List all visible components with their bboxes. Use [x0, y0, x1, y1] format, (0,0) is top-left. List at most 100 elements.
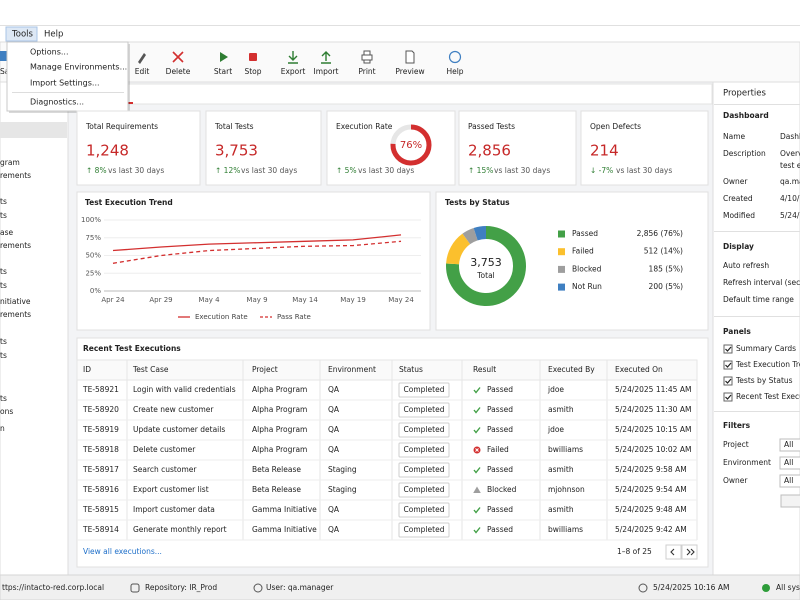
select-value: All	[784, 440, 793, 449]
cell: Beta Release	[252, 465, 301, 474]
legend-swatch	[558, 265, 565, 273]
property-label: Default time range	[723, 295, 794, 304]
status-badge	[398, 442, 450, 458]
column-header[interactable]: Test Case	[132, 365, 169, 374]
dropdown-item[interactable]: Diagnostics...	[30, 98, 84, 107]
section-title: Filters	[723, 421, 751, 430]
x-tick-label: May 14	[292, 296, 318, 304]
column-header[interactable]: Result	[473, 365, 496, 374]
status-badge	[398, 482, 450, 498]
toolbar-button[interactable]: Delete	[166, 67, 191, 76]
cell: 5/24/2025 11:30 AM	[615, 405, 691, 414]
card	[580, 110, 709, 186]
status-badge	[398, 462, 450, 478]
panel-button[interactable]	[780, 494, 800, 508]
result-icon	[473, 427, 481, 434]
icon	[172, 51, 184, 63]
card-value: 214	[590, 142, 619, 160]
cell: Completed	[404, 525, 445, 534]
column-header[interactable]: Environment	[328, 365, 376, 374]
tree-item[interactable]: ts	[0, 337, 7, 346]
tree-item[interactable]: rements	[0, 310, 31, 319]
view-all-link[interactable]: View all executions...	[83, 547, 162, 556]
tree-item[interactable]: ase	[0, 228, 14, 237]
column-header[interactable]: Status	[399, 365, 423, 374]
dropdown	[6, 41, 129, 112]
menu-item[interactable]: Tools	[11, 30, 34, 40]
toolbar-button[interactable]: Preview	[395, 67, 424, 76]
menu-item[interactable]: Help	[44, 30, 63, 40]
status-health: All syst	[776, 583, 800, 592]
tree-item[interactable]: rements	[0, 171, 31, 180]
tree-item[interactable]: nitiative	[0, 297, 31, 306]
donut-center-value: 3,753	[470, 256, 502, 269]
page-button[interactable]	[665, 544, 682, 560]
tree-item[interactable]: ts	[0, 394, 7, 403]
toolbar-button[interactable]: Stop	[244, 67, 261, 76]
result-icon	[473, 527, 481, 534]
icon	[220, 52, 228, 62]
select[interactable]	[779, 456, 800, 470]
select[interactable]	[779, 474, 800, 488]
cell: TE-58914	[82, 525, 119, 534]
tree-item[interactable]: rements	[0, 241, 31, 250]
column-header[interactable]: Executed On	[615, 365, 663, 374]
tree-item[interactable]: ts	[0, 211, 7, 220]
tree-item[interactable]: n	[0, 424, 5, 433]
status-repository: Repository: IR_Prod	[145, 583, 217, 592]
column-header[interactable]: Executed By	[548, 365, 595, 374]
dropdown-item[interactable]: Import Settings...	[30, 79, 100, 88]
checkbox[interactable]	[723, 360, 733, 370]
cell: 5/24/2025 9:54 AM	[615, 485, 687, 494]
cell: jdoe	[547, 425, 564, 434]
property-label: Name	[723, 132, 746, 141]
dropdown-item[interactable]: Manage Environments...	[30, 63, 127, 72]
tree-item[interactable]: gram	[0, 158, 20, 167]
gauge-arc	[390, 124, 432, 166]
legend-swatch	[558, 230, 565, 238]
icon	[249, 53, 257, 61]
column-header[interactable]: ID	[83, 365, 91, 374]
toolbar-button[interactable]: Help	[446, 67, 463, 76]
gauge-label: 76%	[400, 140, 422, 151]
tree-item[interactable]: ons	[0, 407, 13, 416]
checkbox[interactable]	[723, 392, 733, 402]
tree-item[interactable]: ts	[0, 267, 7, 276]
column-header[interactable]: Project	[252, 365, 278, 374]
toolbar-button[interactable]: Import	[314, 67, 339, 76]
toolbar-label[interactable]: Sa	[0, 67, 9, 76]
y-tick-label: 50%	[85, 252, 101, 260]
card-title: Total Tests	[214, 122, 254, 131]
page-icon	[670, 548, 675, 556]
select-value: All	[784, 458, 793, 467]
tree-item[interactable]: ts	[0, 351, 7, 360]
result-icon	[473, 387, 481, 394]
property-label: Auto refresh	[723, 261, 769, 270]
cell: Completed	[404, 425, 445, 434]
x-tick-label: Apr 24	[101, 296, 125, 304]
checkmark	[725, 346, 732, 352]
toolbar-button[interactable]: Print	[358, 67, 375, 76]
tree-item[interactable]: ts	[0, 197, 7, 206]
legend-label: Failed	[572, 247, 594, 256]
cell: mjohnson	[548, 485, 585, 494]
checkbox[interactable]	[723, 344, 733, 354]
select[interactable]	[779, 438, 800, 452]
chart-title: Tests by Status	[445, 198, 510, 207]
checkbox[interactable]	[723, 376, 733, 386]
toolbar-button[interactable]: Export	[281, 67, 306, 76]
cell: asmith	[548, 465, 574, 474]
menu-bar	[0, 26, 800, 42]
dropdown-item[interactable]: Options...	[30, 48, 69, 57]
cell: QA	[328, 405, 340, 414]
icon	[361, 50, 373, 64]
panel-title: Properties	[723, 89, 767, 99]
cell: 5/24/2025 10:15 AM	[615, 425, 691, 434]
toolbar-button[interactable]: Start	[214, 67, 232, 76]
toolbar-button[interactable]: Edit	[135, 67, 150, 76]
cell: QA	[328, 425, 340, 434]
tree-item[interactable]: ts	[0, 281, 7, 290]
x-tick-label: May 19	[340, 296, 366, 304]
cell: Search customer	[133, 465, 197, 474]
cell: bwilliams	[548, 445, 583, 454]
